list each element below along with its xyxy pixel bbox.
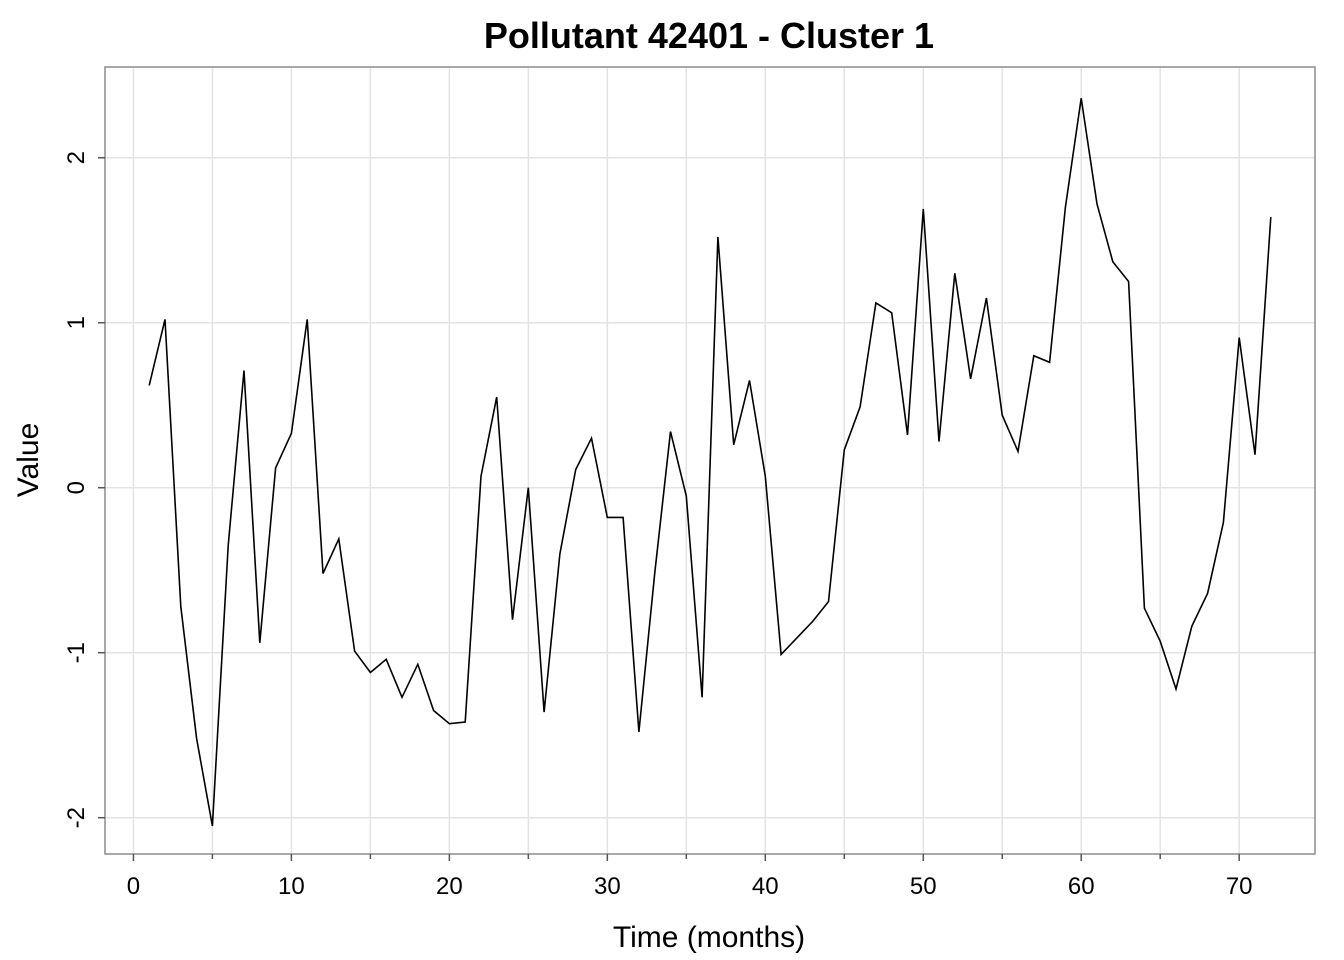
series-group [148,98,1272,827]
y-tick-label: -2 [63,807,90,828]
x-tick-label: 50 [910,873,937,900]
x-tick-label: 70 [1226,873,1253,900]
series-line-1 [148,98,1272,827]
y-tick-label: 1 [63,316,90,329]
y-tick-label: -1 [63,642,90,663]
y-axis-label: Value [12,423,45,498]
x-tick-label: 40 [752,873,779,900]
y-axis-ticks: -2 -1 0 1 2 [63,151,105,828]
plot-frame [104,66,1316,855]
y-tick-label: 2 [63,151,90,164]
x-tick-label: 60 [1068,873,1095,900]
x-tick-label: 20 [436,873,463,900]
x-tick-label: 30 [594,873,621,900]
x-tick-label: 0 [127,873,140,900]
chart-title: Pollutant 42401 - Cluster 1 [484,15,934,56]
x-axis-ticks: 0 10 20 30 40 50 60 70 [127,854,1253,900]
y-tick-label: 0 [63,481,90,494]
x-tick-label: 10 [278,873,305,900]
x-axis-label: Time (months) [613,921,805,954]
